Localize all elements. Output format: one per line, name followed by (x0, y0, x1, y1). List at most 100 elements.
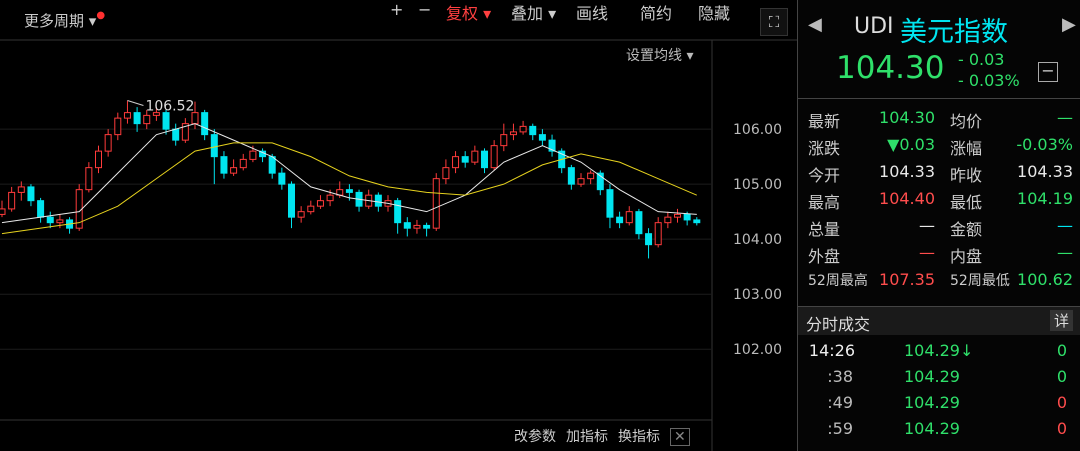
candle-body (616, 216, 624, 224)
candle-body (133, 112, 141, 125)
candle-body (172, 128, 180, 141)
indicator-bar: 改参数 加指标 换指标 ✕ (514, 426, 690, 446)
collapse-button[interactable]: − (1038, 62, 1058, 82)
candle-body (509, 131, 517, 136)
y-tick-label: 102.00 (733, 342, 782, 358)
change: - 0.03 (958, 50, 1005, 69)
toolbar-button[interactable]: 简约 (640, 4, 673, 23)
candle-body (625, 211, 633, 224)
candle-body (529, 125, 537, 136)
stat-label: 总量 (808, 220, 841, 239)
candle-body (674, 213, 681, 218)
indicator-button[interactable]: 改参数 (514, 429, 556, 445)
toolbar-button[interactable]: − (418, 0, 432, 19)
stat-value: 107.35 (879, 270, 935, 289)
candle-body (220, 156, 228, 174)
stat-value: -0.03% (1016, 135, 1073, 154)
candle-body (46, 216, 54, 224)
candle-body (201, 112, 209, 136)
stat-label: 涨幅 (950, 139, 983, 158)
stat-value: 100.62 (1017, 270, 1073, 289)
ma-setting-label[interactable]: 设置均线 (626, 48, 682, 64)
trade-volume: 0 (1056, 367, 1067, 386)
toolbar-button[interactable]: 隐藏 (698, 4, 731, 23)
next-arrow[interactable]: ▶ (1062, 14, 1076, 35)
candle-body (85, 167, 93, 191)
candle-body (587, 172, 595, 180)
stat-label: 最高 (808, 193, 841, 212)
trade-price: 104.29 (904, 419, 960, 438)
annotation-arrow (127, 100, 144, 106)
trade-time: :38 (827, 367, 853, 386)
stat-value: — (1057, 108, 1073, 127)
stat-value: — (1057, 243, 1073, 262)
candle-body (567, 167, 575, 185)
toolbar-button[interactable]: 画线 (576, 4, 609, 23)
candle-body (278, 172, 286, 185)
stat-value: — (1057, 216, 1073, 235)
candle-body (104, 134, 112, 152)
candle-body (683, 213, 691, 221)
candle-body (297, 211, 305, 218)
indicator-button[interactable]: 换指标 (618, 429, 660, 445)
candle-body (471, 150, 479, 163)
candle-body (37, 200, 45, 218)
trade-volume: 0 (1056, 419, 1067, 438)
close-button[interactable]: ✕ (670, 428, 690, 446)
candle-body (0, 208, 6, 215)
last-price: 104.30 (836, 50, 945, 86)
stat-label: 外盘 (808, 247, 841, 266)
candle-body (577, 178, 585, 185)
stat-label: 金额 (950, 220, 983, 239)
candle-body (654, 222, 662, 246)
separator (798, 98, 1080, 99)
candle-body (461, 156, 469, 163)
candle-body (162, 112, 170, 130)
candle-body (95, 150, 102, 169)
toolbar-button[interactable]: + (390, 0, 404, 19)
symbol-code: UDI (854, 14, 894, 39)
moving-average (1, 123, 697, 224)
toolbar-button[interactable]: 复权 ▾ (446, 4, 492, 23)
candle-body (490, 145, 498, 169)
candle-body (394, 200, 402, 224)
trades-title: 分时成交 (806, 315, 871, 334)
stat-value: — (919, 243, 935, 262)
candle-body (345, 189, 353, 193)
candle-body (374, 194, 382, 207)
fullscreen-button[interactable]: ⛶ (760, 8, 788, 36)
trade-time: 14:26 (808, 341, 855, 360)
stat-label: 昨收 (950, 166, 983, 185)
stat-label: 均价 (950, 112, 983, 131)
toolbar-button[interactable]: 叠加 ▾ (511, 4, 557, 23)
candle-body (635, 211, 643, 235)
stat-label: 最新 (808, 112, 841, 131)
period-menu[interactable]: 更多周期 ▾● (24, 10, 106, 30)
candle-body (239, 158, 247, 169)
y-tick-label: 105.00 (733, 177, 782, 193)
change-pct: - 0.03% (958, 71, 1020, 90)
candle-body (432, 178, 440, 229)
candle-body (452, 156, 460, 169)
candle-body (8, 191, 16, 210)
candle-body (56, 219, 64, 224)
y-tick-label: 103.00 (733, 287, 782, 303)
stat-label: 最低 (950, 193, 983, 212)
stat-label: 52周最低 (950, 273, 1010, 289)
candle-body (326, 194, 334, 202)
stat-value: 104.19 (1017, 189, 1073, 208)
stat-value: 104.30 (879, 108, 935, 127)
annotation-label: 106.52 (145, 99, 194, 115)
candle-body (606, 189, 614, 218)
prev-arrow[interactable]: ◀ (808, 14, 822, 35)
stat-value: ▼0.03 (887, 135, 935, 154)
trades-detail[interactable]: 详 (1050, 310, 1074, 331)
candle-body (27, 186, 35, 202)
moving-average (1, 142, 697, 235)
trade-volume: 0 (1056, 393, 1067, 412)
period-label[interactable]: 更多周期 (24, 12, 85, 30)
candle-body (181, 123, 189, 141)
indicator-button[interactable]: 加指标 (566, 429, 608, 445)
y-tick-label: 104.00 (733, 232, 782, 248)
ma-setting[interactable]: 设置均线 ▾ (626, 48, 694, 64)
